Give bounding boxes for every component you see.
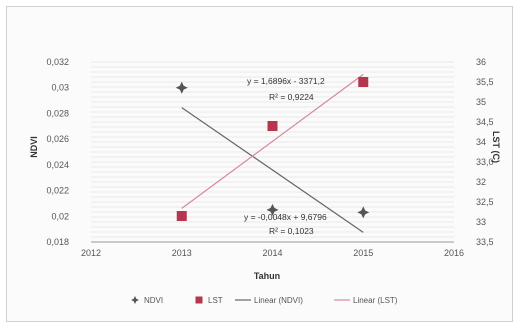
ndvi-trend-equation: y = -0,0048x + 9,6796: [244, 212, 327, 222]
y-left-tick-label: 0,03: [51, 83, 69, 93]
y-right-tick-label: 33: [476, 217, 486, 227]
chart-frame: 0,018 0,02 0,022 0,024 0,026 0,028 0,03 0,032 33…: [6, 6, 513, 322]
ndvi-point: [175, 81, 188, 94]
y-right-tick-label: 32,5: [476, 197, 494, 207]
y-left-tick-label: 0,024: [46, 160, 69, 170]
y-left-tick-label: 0,032: [46, 57, 69, 67]
y-left-tick-label: 0,028: [46, 108, 69, 118]
legend: NDVI LST Linear (NDVI) Linear (LST): [131, 296, 398, 305]
lst-trend-equation: y = 1,6896x - 3371,2: [247, 76, 325, 86]
ndvi-trendline: [181, 107, 364, 233]
legend-lst-marker: [195, 296, 203, 304]
y-left-axis-title: NDVI: [29, 136, 39, 158]
chart: 0,018 0,02 0,022 0,024 0,026 0,028 0,03 0,032 33…: [29, 57, 501, 305]
y-right-tick-label: 35: [476, 97, 486, 107]
x-tick-label: 2015: [353, 248, 373, 258]
legend-ndvi-marker: [131, 296, 139, 304]
x-tick-label: 2016: [444, 248, 464, 258]
lst-trend-r2: R² = 0,9224: [269, 92, 314, 102]
y-right-tick-label: 35,5: [476, 77, 494, 87]
lst-trendline: [181, 73, 364, 209]
lst-point: [267, 121, 278, 131]
legend-label: NDVI: [144, 296, 163, 305]
y-right-tick-label: 33,5: [476, 237, 494, 247]
y-right-axis-title: LST (C): [491, 131, 501, 163]
y-left-tick-label: 0,02: [51, 211, 69, 221]
legend-label: LST: [208, 296, 223, 305]
ndvi-point: [266, 203, 279, 216]
y-left-tick-label: 0,018: [46, 237, 69, 247]
trendlines: [181, 73, 364, 233]
ndvi-point: [357, 206, 370, 219]
y-left-tick-label: 0,026: [46, 134, 69, 144]
x-tick-label: 2014: [262, 248, 282, 258]
ndvi-trend-r2: R² = 0,1023: [269, 226, 314, 236]
x-tick-label: 2013: [172, 248, 192, 258]
x-axis-title: Tahun: [254, 271, 280, 281]
legend-label: Linear (LST): [353, 296, 398, 305]
y-right-tick-label: 34: [476, 137, 486, 147]
y-left-tick-label: 0,022: [46, 186, 69, 196]
y-right-tick-label: 32: [476, 177, 486, 187]
tick-labels: 0,018 0,02 0,022 0,024 0,026 0,028 0,03 0,032 33…: [46, 57, 493, 258]
y-right-tick-label: 33,0: [476, 157, 494, 167]
legend-label: Linear (NDVI): [254, 296, 303, 305]
y-right-tick-label: 34,5: [476, 117, 494, 127]
x-tick-label: 2012: [81, 248, 101, 258]
lst-point: [358, 77, 369, 87]
lst-point: [176, 211, 187, 221]
data-points: [175, 77, 370, 221]
y-right-tick-label: 36: [476, 57, 486, 67]
